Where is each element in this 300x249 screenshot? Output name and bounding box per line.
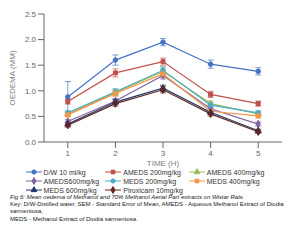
svg-text:1: 1 bbox=[66, 149, 71, 158]
svg-text:2: 2 bbox=[113, 149, 118, 158]
svg-text:3: 3 bbox=[161, 149, 166, 158]
html-text:MEDS 600mg/kg: MEDS 600mg/kg bbox=[43, 186, 97, 194]
svg-text:1.0: 1.0 bbox=[25, 87, 37, 96]
svg-text:4: 4 bbox=[208, 149, 213, 158]
html-text:MEDS - Methanol Extract of Dio: MEDS - Methanol Extract of Diodia sarmen… bbox=[10, 215, 138, 222]
html-text:AMEDS 400mg/kg: AMEDS 400mg/kg bbox=[206, 168, 265, 176]
svg-text:TIME (H): TIME (H) bbox=[147, 159, 180, 168]
svg-text:0.0: 0.0 bbox=[25, 138, 37, 147]
html-text:MEDS 400mg/kg: MEDS 400mg/kg bbox=[206, 177, 260, 185]
html-text:D/W 10 ml/kg: D/W 10 ml/kg bbox=[43, 168, 86, 176]
html-text:AMEDS600mg/kg: AMEDS600mg/kg bbox=[43, 177, 100, 185]
html-text:MEDS 200mg/kg: MEDS 200mg/kg bbox=[123, 177, 177, 185]
svg-text:5: 5 bbox=[256, 149, 261, 158]
svg-text:1.5: 1.5 bbox=[25, 61, 37, 70]
svg-text:OEDEMA (MM): OEDEMA (MM) bbox=[8, 50, 17, 105]
html-text:Fig 6: Mean oedema of Methanol: Fig 6: Mean oedema of Methanol and 70% M… bbox=[10, 194, 245, 200]
svg-text:2.5: 2.5 bbox=[25, 10, 37, 19]
html-text:Key: D/W-Distilled water, SEM: Key: D/W-Distilled water, SEM - Standard… bbox=[10, 201, 284, 215]
svg-text:2.0: 2.0 bbox=[25, 35, 37, 44]
html-text:AMEDS 200mg/kg: AMEDS 200mg/kg bbox=[123, 168, 181, 176]
svg-text:0.5: 0.5 bbox=[25, 112, 37, 121]
html-text:Piroxicam 10mg/kg: Piroxicam 10mg/kg bbox=[123, 186, 183, 194]
